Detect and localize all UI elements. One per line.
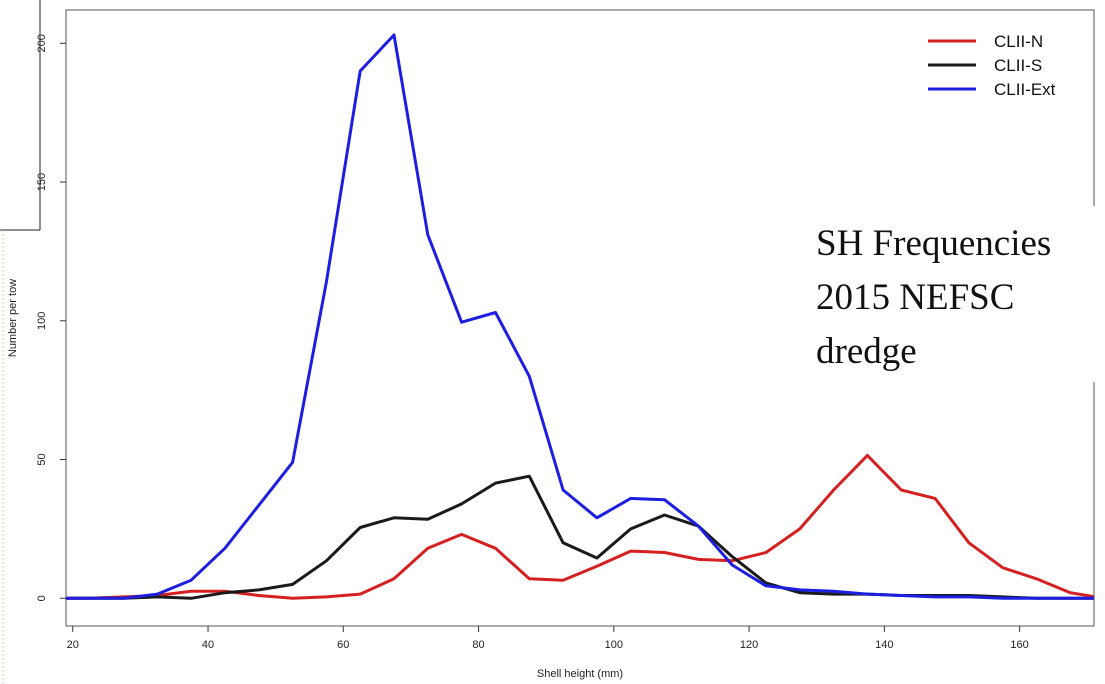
x-tick-label: 20 [67,639,79,651]
annotation-line-3: dredge [816,331,917,372]
legend: CLII-N CLII-S CLII-Ext [928,32,1056,99]
annotation-box [808,206,1105,382]
legend-label-clii-ext: CLII-Ext [994,80,1056,99]
annotation-line-1: SH Frequencies [816,223,1052,264]
x-tick-label: 40 [202,639,214,651]
x-axis: 20 40 60 80 100 120 140 160 [67,626,1029,651]
legend-label-clii-n: CLII-N [994,32,1043,51]
y-tick-label: 0 [36,595,48,601]
series-line-clii-s [66,474,1094,600]
series-lines [66,33,1094,600]
y-tick-label: 150 [36,173,48,191]
y-tick-label: 200 [36,34,48,52]
x-tick-label: 80 [472,639,484,651]
legend-label-clii-s: CLII-S [994,56,1042,75]
series-line-clii-ext [66,33,1094,600]
x-tick-label: 160 [1010,639,1028,651]
y-tick-label: 50 [36,453,48,465]
x-tick-label: 60 [337,639,349,651]
y-tick-label: 100 [36,312,48,330]
series-line-clii-n [66,453,1094,600]
y-axis-title: Number per tow [7,279,19,357]
x-tick-label: 140 [875,639,893,651]
y-axis: 0 50 100 150 200 [36,34,66,601]
x-tick-label: 120 [740,639,758,651]
x-axis-title: Shell height (mm) [537,668,623,680]
annotation-line-2: 2015 NEFSC [816,277,1015,318]
x-tick-label: 100 [605,639,623,651]
